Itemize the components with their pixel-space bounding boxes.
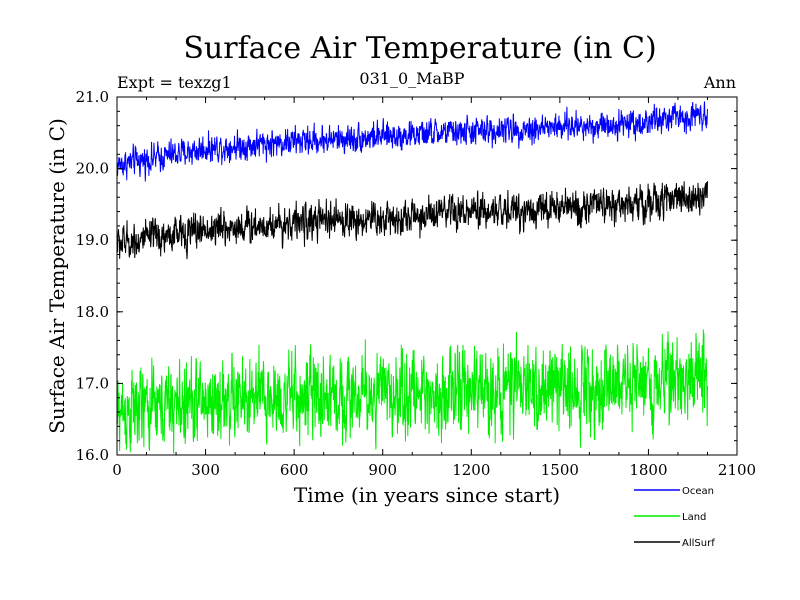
x-tick-label: 1500 xyxy=(541,461,579,479)
x-tick-label: 0 xyxy=(112,461,122,479)
y-tick-label: 19.0 xyxy=(76,231,109,249)
series-line-allsurf xyxy=(116,181,708,260)
chart-title: Surface Air Temperature (in C) xyxy=(183,31,656,66)
legend: Ocean Land AllSurf xyxy=(634,486,715,549)
x-tick-label: 300 xyxy=(191,461,220,479)
run-label: 031_0_MaBP xyxy=(359,69,464,88)
series-line-land xyxy=(116,329,708,454)
x-tick-label: 1200 xyxy=(452,461,490,479)
y-axis-label: Surface Air Temperature (in C) xyxy=(45,118,69,434)
y-axis: 16.0 17.0 18.0 19.0 20.0 21.0 xyxy=(76,88,737,464)
y-tick-label: 18.0 xyxy=(76,303,109,321)
y-tick-label: 21.0 xyxy=(76,88,109,106)
plot-frame xyxy=(116,96,738,456)
legend-label-ocean: Ocean xyxy=(682,486,714,497)
legend-label-allsurf: AllSurf xyxy=(682,538,715,549)
x-tick-label: 2100 xyxy=(718,461,756,479)
y-tick-label: 16.0 xyxy=(76,446,109,464)
x-axis-label: Time (in years since start) xyxy=(294,483,560,507)
y-tick-label: 20.0 xyxy=(76,160,109,178)
legend-label-land: Land xyxy=(682,512,706,523)
x-tick-label: 1800 xyxy=(629,461,667,479)
season-label: Ann xyxy=(703,73,736,92)
series-layer xyxy=(116,101,708,454)
experiment-label: Expt = texzg1 xyxy=(117,73,232,92)
x-axis: 0 300 600 900 1200 1500 1800 2100 xyxy=(112,97,756,479)
x-tick-label: 900 xyxy=(368,461,397,479)
y-tick-label: 17.0 xyxy=(76,374,109,392)
x-tick-label: 600 xyxy=(280,461,309,479)
series-line-ocean xyxy=(116,101,708,182)
